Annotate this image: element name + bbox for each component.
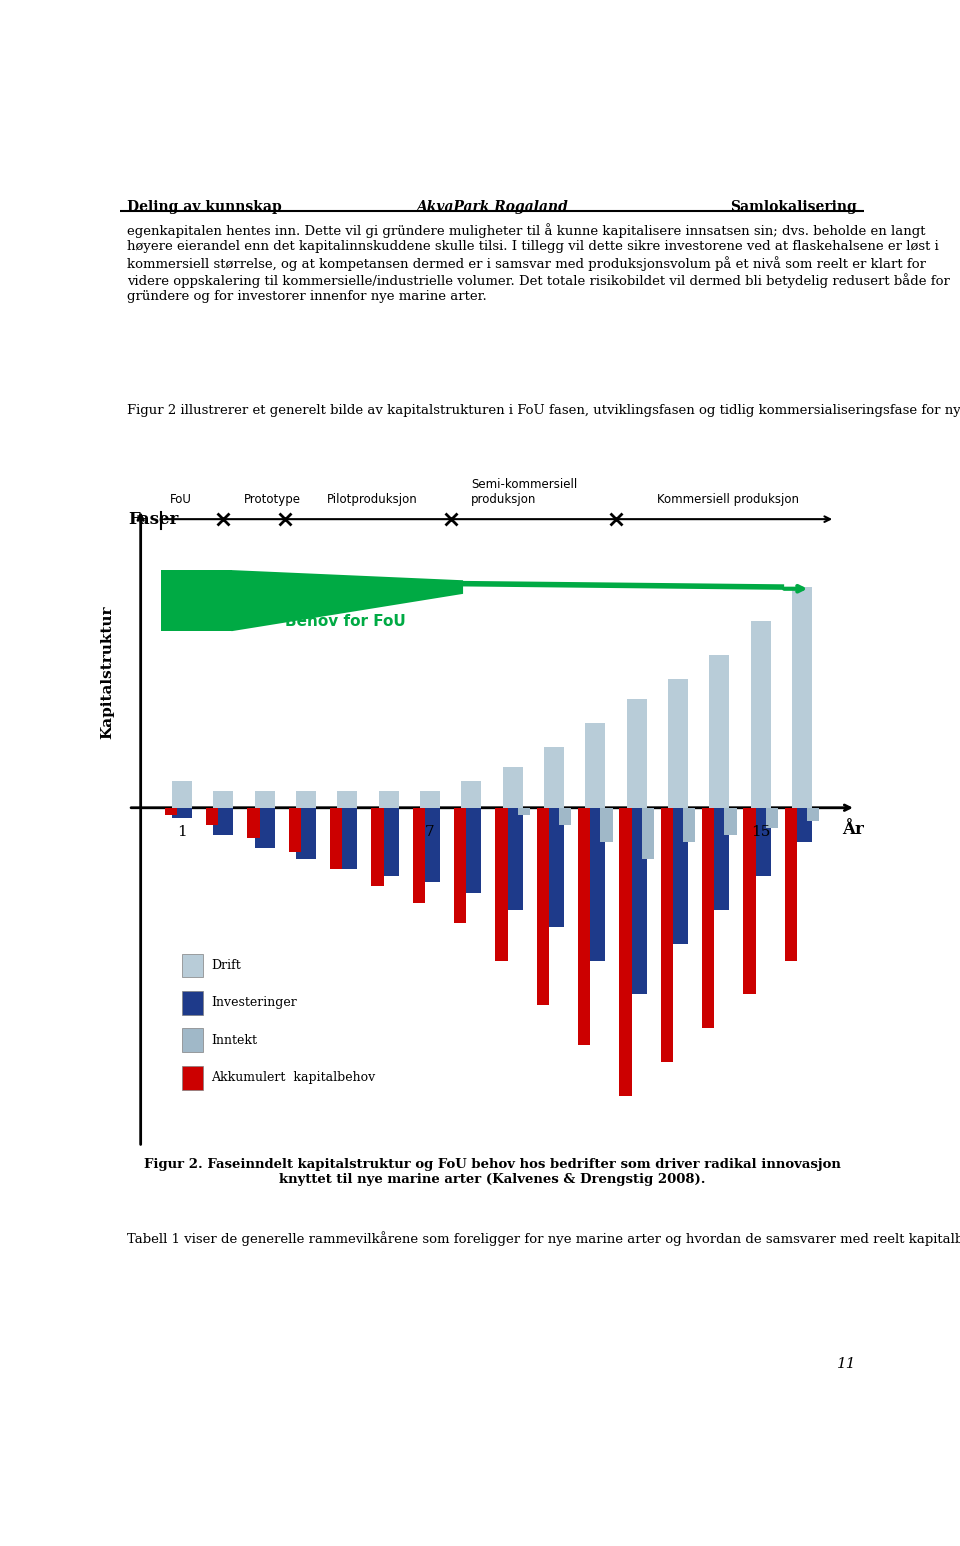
Text: Semi-kommersiell
produksjon: Semi-kommersiell produksjon	[471, 478, 578, 506]
Bar	[641, 807, 654, 858]
Bar	[372, 807, 384, 886]
Bar	[503, 807, 522, 909]
Bar	[586, 807, 605, 960]
Bar	[784, 807, 797, 960]
Text: Samlokalisering: Samlokalisering	[730, 201, 856, 215]
Bar	[660, 807, 673, 1062]
Bar	[254, 807, 275, 849]
Bar	[578, 807, 590, 1045]
Bar	[544, 807, 564, 926]
Bar	[743, 807, 756, 994]
Bar	[766, 807, 778, 829]
Bar	[296, 807, 316, 858]
Bar	[517, 807, 530, 815]
Text: Tabell 1 viser de generelle rammevilkårene som foreligger for nye marine arter o: Tabell 1 viser de generelle rammevilkåre…	[128, 1231, 960, 1246]
Text: Investeringer: Investeringer	[211, 997, 297, 1010]
Bar	[668, 679, 688, 807]
Text: Figur 2 illustrerer et generelt bilde av kapitalstrukturen i FoU fasen, utviklin: Figur 2 illustrerer et generelt bilde av…	[128, 402, 960, 417]
Text: 15: 15	[751, 824, 770, 839]
Bar	[807, 807, 819, 821]
Bar	[206, 807, 218, 824]
Bar	[379, 807, 398, 875]
FancyBboxPatch shape	[182, 1065, 203, 1090]
Text: 7: 7	[425, 824, 435, 839]
Text: Akkumulert  kapitalbehov: Akkumulert kapitalbehov	[211, 1071, 375, 1084]
Bar	[619, 807, 632, 1096]
Bar	[379, 790, 398, 807]
Bar	[724, 807, 736, 835]
Bar	[503, 767, 522, 807]
Bar	[537, 807, 549, 1005]
Text: Drift: Drift	[211, 959, 241, 972]
Text: Figur 2. Faseinndelt kapitalstruktur og FoU behov hos bedrifter som driver radik: Figur 2. Faseinndelt kapitalstruktur og …	[144, 1158, 840, 1186]
Text: Kommersiell produksjon: Kommersiell produksjon	[658, 493, 800, 506]
Bar	[792, 807, 812, 841]
Text: Faser: Faser	[129, 510, 179, 527]
Bar	[544, 747, 564, 807]
Bar	[751, 807, 771, 875]
Bar	[495, 807, 508, 960]
Bar	[559, 807, 571, 824]
Text: Deling av kunnskap: Deling av kunnskap	[128, 201, 282, 215]
Text: År: År	[842, 821, 864, 838]
Bar	[337, 807, 357, 869]
FancyBboxPatch shape	[182, 991, 203, 1014]
FancyBboxPatch shape	[182, 1028, 203, 1053]
Bar	[213, 807, 233, 835]
Bar	[337, 790, 357, 807]
Bar	[296, 790, 316, 807]
Bar	[627, 699, 647, 807]
Bar	[627, 807, 647, 994]
Text: 11: 11	[837, 1357, 856, 1371]
Bar	[330, 807, 343, 869]
Bar	[709, 656, 730, 807]
Text: Prototype: Prototype	[244, 493, 301, 506]
Polygon shape	[161, 570, 231, 631]
Bar	[413, 807, 425, 903]
Bar	[600, 807, 612, 841]
Bar	[289, 807, 301, 852]
Text: egenkapitalen hentes inn. Dette vil gi gründere muligheter til å kunne kapitalis: egenkapitalen hentes inn. Dette vil gi g…	[128, 224, 950, 303]
Text: Inntekt: Inntekt	[211, 1034, 257, 1047]
Bar	[702, 807, 714, 1028]
Bar	[751, 621, 771, 807]
Text: Behov for FoU: Behov for FoU	[285, 614, 406, 629]
Bar	[462, 807, 481, 892]
Bar	[420, 790, 440, 807]
Bar	[172, 781, 192, 807]
Text: Kapitalstruktur: Kapitalstruktur	[101, 604, 114, 739]
Text: AkvaPark Rogaland: AkvaPark Rogaland	[416, 201, 568, 215]
Bar	[462, 781, 481, 807]
Bar	[586, 724, 605, 807]
Text: Pilotproduksjon: Pilotproduksjon	[326, 493, 418, 506]
Text: 1: 1	[178, 824, 187, 839]
Bar	[709, 807, 730, 909]
Bar	[248, 807, 260, 838]
Bar	[165, 807, 177, 815]
Bar	[792, 587, 812, 807]
FancyBboxPatch shape	[182, 954, 203, 977]
Bar	[668, 807, 688, 943]
Bar	[213, 790, 233, 807]
Bar	[254, 790, 275, 807]
Bar	[683, 807, 695, 841]
Bar	[454, 807, 467, 923]
Bar	[420, 807, 440, 883]
Polygon shape	[231, 570, 463, 631]
Text: FoU: FoU	[170, 493, 191, 506]
Bar	[172, 807, 192, 818]
